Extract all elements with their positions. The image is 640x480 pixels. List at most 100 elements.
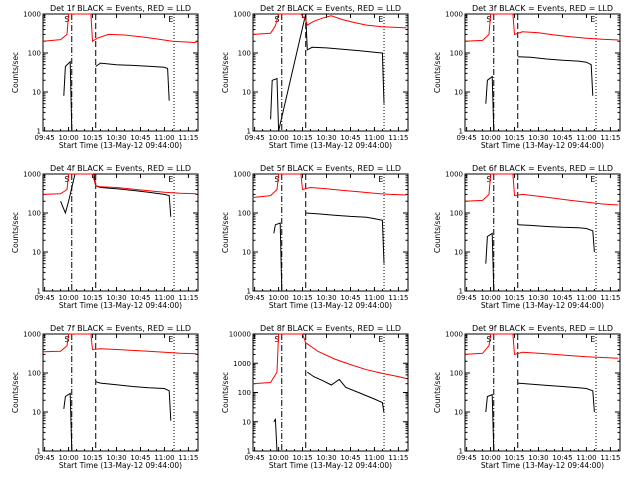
panel-title: Det 2f BLACK = Events, RED = LLD [260,4,401,13]
x-tick-label: 10:45 [340,294,360,302]
x-tick-label: 09:45 [245,294,265,302]
series-events [63,381,172,452]
y-axis-label: Counts/sec [433,52,442,93]
x-tick-label: 10:15 [292,294,312,302]
plot-frame [252,173,409,292]
x-tick-label: 10:45 [552,294,572,302]
y-tick-label: 1000 [23,11,41,19]
panel-7: Det 7f BLACK = Events, RED = LLD 1 10 100 10… [11,324,199,470]
y-axis-label: Counts/sec [11,212,20,253]
marker-e: E [168,15,173,24]
panel-title: Det 1f BLACK = Events, RED = LLD [50,4,191,13]
panel-6: Det 6f BLACK = Events, RED = LLD 1 10 100 10… [433,164,621,310]
y-tick-label: 100 [450,50,463,58]
series-lld [252,173,407,198]
y-tick-label: 10 [32,249,41,257]
plot-frame [464,333,621,452]
y-tick-label: 100 [28,370,41,378]
marker-e: E [590,15,595,24]
series-events [485,56,594,132]
x-axis-label: Start Time (13-May-12 09:44:00) [269,301,392,310]
plot-frame [42,173,199,292]
y-axis-label: Counts/sec [433,212,442,253]
y-tick-label: 100 [28,50,41,58]
x-tick-label: 10:00 [268,454,288,462]
series-lld [464,173,619,206]
y-tick-label: 10 [454,409,463,417]
x-tick-label: 10:00 [480,454,500,462]
x-axis-label: Start Time (13-May-12 09:44:00) [481,301,604,310]
marker-s: S [274,175,279,184]
x-axis-label: Start Time (13-May-12 09:44:00) [269,141,392,150]
x-tick-label: 10:00 [480,294,500,302]
x-tick-label: 11:15 [600,134,620,142]
y-tick-label: 1 [37,288,41,296]
x-tick-label: 11:00 [154,294,174,302]
series-events [485,382,595,452]
panel-8: Det 8f BLACK = Events, RED = LLD 1 10 100 10… [221,324,409,470]
y-axis-label: Counts/sec [11,52,20,93]
y-tick-label: 10 [454,89,463,97]
marker-e: E [378,15,383,24]
y-axis-label: Counts/sec [433,372,442,413]
marker-e: E [590,175,595,184]
x-tick-label: 09:45 [35,454,55,462]
y-tick-label: 10 [242,418,251,426]
x-tick-label: 09:45 [35,294,55,302]
series-lld [42,13,197,44]
x-tick-label: 10:00 [58,134,78,142]
marker-s: S [64,335,69,344]
marker-e: E [590,335,595,344]
marker-s: S [486,15,491,24]
x-tick-label: 10:45 [340,454,360,462]
y-tick-label: 100 [238,389,251,397]
x-tick-label: 10:45 [130,454,150,462]
panel-title: Det 3f BLACK = Events, RED = LLD [472,4,613,13]
y-tick-label: 1 [37,448,41,456]
series-events [270,13,385,132]
series-lld [464,333,619,359]
y-tick-label: 1 [459,128,463,136]
marker-s: S [486,335,491,344]
marker-e: E [168,335,173,344]
y-tick-label: 1 [37,128,41,136]
x-tick-label: 09:45 [457,454,477,462]
series-lld [464,13,619,42]
x-axis-label: Start Time (13-May-12 09:44:00) [269,461,392,470]
y-axis-label: Counts/sec [221,52,230,93]
x-tick-label: 10:30 [528,294,548,302]
series-lld [42,173,197,195]
x-tick-label: 09:45 [245,134,265,142]
panel-3: Det 3f BLACK = Events, RED = LLD 1 10 100 10… [433,4,621,150]
panel-title: Det 4f BLACK = Events, RED = LLD [50,164,191,173]
panel-title: Det 7f BLACK = Events, RED = LLD [50,324,191,333]
panel-5: Det 5f BLACK = Events, RED = LLD 1 10 100 10… [221,164,409,310]
y-tick-label: 100 [450,370,463,378]
x-tick-label: 11:00 [364,294,384,302]
x-tick-label: 10:15 [82,134,102,142]
x-axis-label: Start Time (13-May-12 09:44:00) [59,141,182,150]
marker-e: E [378,175,383,184]
series-lld [252,333,407,385]
y-axis-label: Counts/sec [11,372,20,413]
y-tick-label: 100 [450,210,463,218]
y-tick-label: 100 [238,50,251,58]
x-tick-label: 11:15 [178,134,198,142]
y-tick-label: 1000 [233,11,251,19]
x-tick-label: 10:45 [130,294,150,302]
x-tick-label: 09:45 [35,134,55,142]
x-tick-label: 10:15 [504,454,524,462]
x-tick-label: 10:15 [82,454,102,462]
y-tick-label: 10 [242,249,251,257]
panel-2: Det 2f BLACK = Events, RED = LLD 1 10 100 10… [221,4,409,150]
x-tick-label: 10:15 [292,454,312,462]
series-events [273,371,385,452]
panel-title: Det 9f BLACK = Events, RED = LLD [472,324,613,333]
y-tick-label: 10 [32,409,41,417]
x-tick-label: 10:15 [504,294,524,302]
series-events [60,173,172,217]
x-axis-label: Start Time (13-May-12 09:44:00) [59,301,182,310]
x-tick-label: 11:00 [154,454,174,462]
plot-frame [464,13,621,132]
